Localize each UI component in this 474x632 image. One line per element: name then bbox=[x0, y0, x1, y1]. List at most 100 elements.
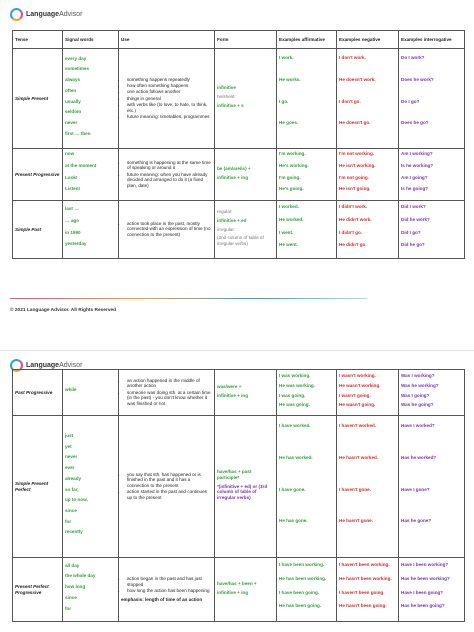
use-item: something happens repeatedly bbox=[127, 77, 212, 83]
example-sentence: Has he gone? bbox=[401, 518, 432, 524]
form-line: infinitive + ed bbox=[217, 217, 247, 223]
example-sentence: I'm working. bbox=[279, 151, 306, 157]
signal-word: Listen! bbox=[65, 186, 81, 192]
example-sentence: I have been going. bbox=[279, 589, 320, 595]
example-sentence: Have I been going? bbox=[401, 589, 444, 595]
use-item: someone was doing sth. at a certain time… bbox=[127, 390, 212, 407]
tense-table-1: Tense Signal words Use Form Examples aff… bbox=[12, 30, 465, 259]
interrogative-examples: Have I worked? Has he worked? Have I gone?… bbox=[398, 415, 465, 558]
example-sentence: I was going. bbox=[279, 392, 306, 398]
signal-words: all day the whole day how long since for bbox=[62, 557, 119, 622]
example-sentence: I don't work. bbox=[339, 55, 366, 61]
use-description: action took place in the past, mostly co… bbox=[118, 200, 215, 259]
signal-word: last … bbox=[65, 206, 79, 212]
example-sentence: He was working. bbox=[279, 382, 315, 388]
example-sentence: Do I work? bbox=[401, 55, 425, 61]
signal-word: already bbox=[65, 475, 82, 481]
tense-row: Simple Present every day sometimes always of… bbox=[12, 48, 465, 149]
form-line: be (am/are/is) + bbox=[217, 165, 251, 171]
use-list: something is happening at the same time … bbox=[121, 160, 212, 189]
example-sentence: I have worked. bbox=[279, 423, 311, 429]
example-sentence: Was he working? bbox=[401, 382, 439, 388]
signal-word: for bbox=[65, 518, 72, 524]
signal-word: now bbox=[65, 151, 75, 157]
example-sentence: He works. bbox=[279, 76, 301, 82]
example-sentence: Am I working? bbox=[401, 151, 433, 157]
form-rule: infinitive he/she/it: infinitive + s bbox=[214, 48, 277, 149]
use-item: you say that sth. has happened or is fin… bbox=[127, 472, 212, 489]
form-line: (2nd column of table of irregular verbs) bbox=[217, 235, 264, 247]
example-sentence: Was he going? bbox=[401, 402, 434, 408]
signal-word: since bbox=[65, 594, 77, 600]
example-sentence: Does he go? bbox=[401, 120, 429, 126]
example-sentence: I didn't go. bbox=[339, 229, 363, 235]
negative-examples: I haven't worked. He hasn't worked. I have… bbox=[336, 415, 399, 558]
negative-examples: I didn't work. He didn't work. I didn't go… bbox=[336, 200, 399, 259]
signal-word: Look! bbox=[65, 174, 78, 180]
use-item: how often something happens bbox=[127, 83, 212, 89]
example-sentence: He doesn't work. bbox=[339, 76, 376, 82]
example-sentence: He didn't work. bbox=[339, 216, 372, 222]
example-sentence: He wasn't working. bbox=[339, 382, 381, 388]
signal-word: never bbox=[65, 119, 78, 125]
form-line: infinitive + s bbox=[217, 102, 244, 108]
form-line: infinitive + ing bbox=[217, 174, 249, 180]
use-list: you say that sth. has happened or is fin… bbox=[121, 472, 212, 501]
header-form: Form bbox=[214, 30, 277, 49]
example-sentence: Did he work? bbox=[401, 216, 430, 222]
signal-word: every day bbox=[65, 55, 87, 61]
example-sentence: I'm going. bbox=[279, 174, 301, 180]
negative-examples: I'm not working. He isn't working. I'm not… bbox=[336, 148, 399, 201]
signal-words: every day sometimes always often usually seld… bbox=[62, 48, 119, 149]
example-sentence: I wasn't going. bbox=[339, 392, 371, 398]
negative-examples: I don't work. He doesn't work. I don't go.… bbox=[336, 48, 399, 149]
page-1: LanguageAdvisor Tense Signal words Use F… bbox=[0, 0, 474, 330]
tense-row: Present Progressive now at the moment Look!… bbox=[12, 148, 465, 201]
signal-word: first … then bbox=[65, 130, 91, 136]
header-tense: Tense bbox=[12, 30, 63, 49]
signal-word: in 1990 bbox=[65, 229, 81, 235]
signal-words: while bbox=[62, 369, 119, 416]
tense-name: Past Progressive bbox=[12, 369, 63, 416]
table-header-row: Tense Signal words Use Form Examples aff… bbox=[12, 30, 465, 49]
example-sentence: Did he go? bbox=[401, 242, 425, 248]
brand-name: LanguageAdvisor bbox=[26, 10, 83, 18]
example-sentence: I go. bbox=[279, 98, 289, 104]
form-line: infinitive + ing bbox=[217, 392, 249, 398]
example-sentence: He wasn't going. bbox=[339, 402, 376, 408]
use-list: an action happened in the middle of anot… bbox=[121, 378, 212, 407]
affirmative-examples: I worked. He worked. I went. He went. bbox=[276, 200, 337, 259]
form-line: infinitive + ing bbox=[217, 589, 249, 595]
use-emphasis-note: emphasis: length of time of an action bbox=[121, 597, 203, 603]
example-sentence: He hasn't worked. bbox=[339, 454, 379, 460]
form-rule: be (am/are/is) + infinitive + ing bbox=[214, 148, 277, 201]
signal-word: yesterday bbox=[65, 241, 87, 247]
example-sentence: Has he worked? bbox=[401, 454, 437, 460]
use-list: something happens repeatedlyhow often so… bbox=[121, 77, 212, 120]
signal-word: at the moment bbox=[65, 162, 97, 168]
example-sentence: I'm not going. bbox=[339, 174, 369, 180]
signal-word: sometimes bbox=[65, 66, 90, 72]
example-sentence: He worked. bbox=[279, 216, 304, 222]
tense-name: Simple Present bbox=[12, 48, 63, 149]
form-line: was/were + bbox=[217, 383, 242, 389]
example-sentence: I haven't gone. bbox=[339, 486, 371, 492]
tense-row: Present Perfect Progressive all day the wh… bbox=[12, 557, 465, 622]
example-sentence: I haven't worked. bbox=[339, 423, 377, 429]
interrogative-examples: Was I working? Was he working? Was I going… bbox=[398, 369, 465, 416]
example-sentence: Was I working? bbox=[401, 373, 435, 379]
example-sentence: He's working. bbox=[279, 162, 309, 168]
negative-examples: I haven't been working. He hasn't been wo… bbox=[336, 557, 399, 622]
example-sentence: He's going. bbox=[279, 186, 304, 192]
example-sentence: I don't go. bbox=[339, 98, 361, 104]
header-examples-negative: Examples negative bbox=[336, 30, 399, 49]
header-use: Use bbox=[118, 30, 215, 49]
example-sentence: Have I been working? bbox=[401, 562, 449, 568]
example-sentence: I wasn't working. bbox=[339, 373, 376, 379]
language-advisor-logo-icon bbox=[10, 7, 23, 21]
example-sentence: Is he going? bbox=[401, 186, 429, 192]
form-line: irregular: bbox=[217, 226, 236, 232]
use-item: something is happening at the same time … bbox=[127, 160, 212, 171]
